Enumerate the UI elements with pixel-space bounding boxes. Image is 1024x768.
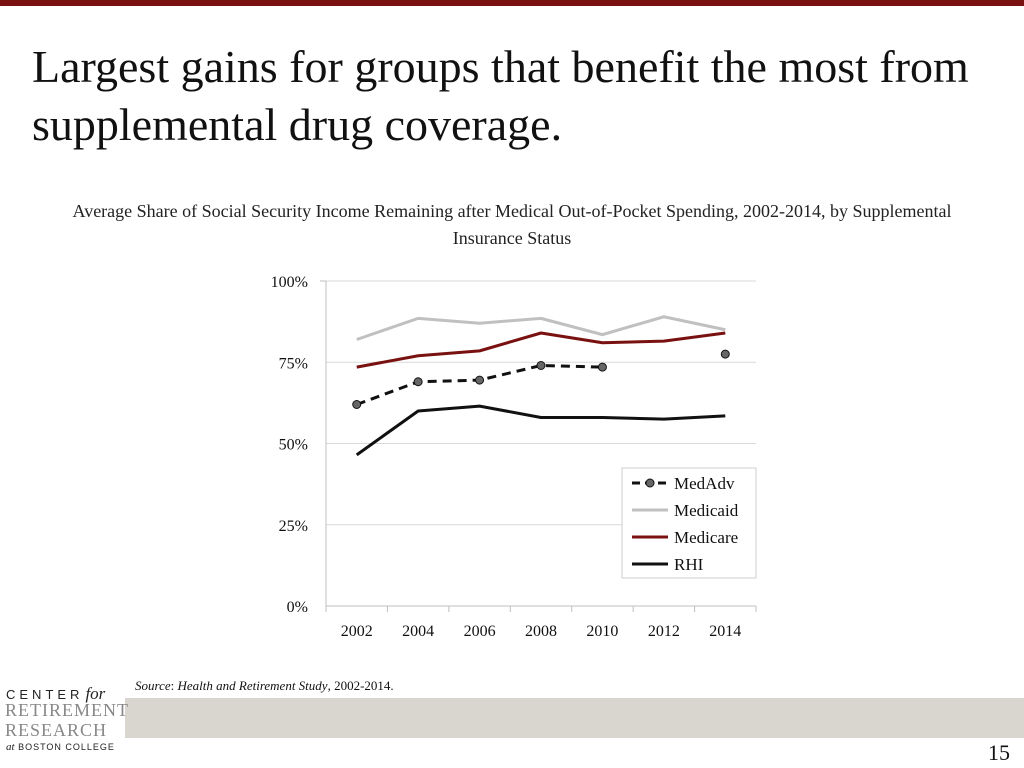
source-label: Source bbox=[135, 678, 171, 693]
series-line-medicaid bbox=[356, 315, 726, 341]
y-tick-label: 75% bbox=[279, 355, 308, 372]
logo-line-retirement: RETIREMENT bbox=[5, 700, 129, 720]
data-point-medadv bbox=[597, 362, 607, 372]
y-tick-label: 25% bbox=[279, 518, 308, 535]
x-tick-label: 2012 bbox=[648, 623, 680, 640]
crr-logo: CENTER for RETIREMENT RESEARCH at BOSTON … bbox=[2, 680, 128, 758]
x-tick-label: 2014 bbox=[709, 623, 741, 640]
y-tick-label: 0% bbox=[287, 599, 308, 616]
source-note: Source: Health and Retirement Study, 200… bbox=[135, 678, 394, 693]
legend-label-rhi: RHI bbox=[674, 555, 704, 574]
data-point-medadv bbox=[475, 375, 485, 385]
data-point-medadv bbox=[720, 349, 730, 359]
series-line-rhi bbox=[355, 404, 726, 457]
x-tick-label: 2006 bbox=[464, 623, 496, 640]
source-title: Health and Retirement Study bbox=[177, 678, 328, 693]
x-tick-label: 2010 bbox=[586, 623, 618, 640]
legend-label-medicare: Medicare bbox=[674, 528, 738, 547]
data-point-medadv bbox=[413, 377, 423, 387]
data-point-medadv bbox=[536, 361, 546, 370]
x-tick-label: 2002 bbox=[341, 623, 373, 640]
legend-label-medicaid: Medicaid bbox=[674, 501, 739, 520]
top-accent-bar bbox=[0, 0, 1024, 6]
legend-label-medadv: MedAdv bbox=[674, 474, 735, 493]
y-tick-label: 100% bbox=[271, 274, 308, 291]
legend-marker-medadv bbox=[645, 478, 655, 488]
y-tick-label: 50% bbox=[279, 437, 308, 454]
chart-title: Average Share of Social Security Income … bbox=[72, 201, 952, 248]
logo-line-research: RESEARCH bbox=[5, 720, 108, 740]
data-point-medadv bbox=[352, 400, 362, 409]
logo-line-boston-college: at BOSTON COLLEGE bbox=[6, 741, 115, 753]
logo-line-center: CENTER for bbox=[6, 684, 106, 703]
series-line-medadv bbox=[356, 364, 603, 406]
x-tick-label: 2004 bbox=[402, 623, 434, 640]
source-years: , 2002-2014. bbox=[327, 678, 394, 693]
page-number: 15 bbox=[988, 740, 1010, 765]
legend-box bbox=[621, 467, 757, 579]
slide-title: Largest gains for groups that benefit th… bbox=[32, 41, 969, 150]
footer-band bbox=[125, 698, 1024, 738]
x-tick-label: 2008 bbox=[525, 623, 557, 640]
series-line-medicare bbox=[356, 331, 726, 369]
